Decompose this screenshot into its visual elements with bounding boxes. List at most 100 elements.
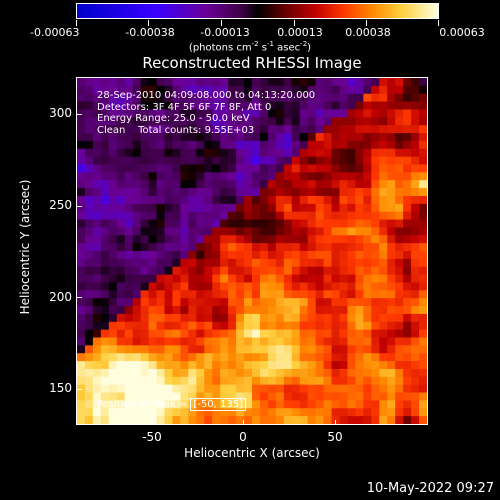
heatmap-cell (228, 227, 237, 236)
heatmap-cell (315, 337, 325, 346)
heatmap-cell (347, 235, 356, 244)
heatmap-cell (275, 203, 285, 213)
heatmap-cell (228, 164, 237, 173)
heatmap-cell (124, 258, 134, 268)
heatmap-cell (267, 243, 277, 252)
heatmap-cell (307, 408, 317, 417)
heatmap-cell (395, 195, 404, 205)
heatmap-cell (220, 392, 229, 402)
heatmap-cell (100, 180, 110, 189)
heatmap-cell (363, 266, 372, 276)
heatmap-cell (347, 195, 356, 205)
heatmap-cell (363, 282, 372, 291)
heatmap-cell (84, 408, 94, 417)
y-tick-label: 250 (49, 198, 72, 212)
heatmap-cell (77, 345, 86, 354)
heatmap-cell (307, 235, 317, 244)
heatmap-cell (100, 290, 110, 299)
heatmap-cell (220, 416, 229, 424)
heatmap-cell (148, 109, 158, 118)
heatmap-cell (371, 109, 380, 118)
heatmap-cell (164, 148, 174, 158)
heatmap-cell (283, 251, 293, 260)
heatmap-cell (204, 313, 213, 323)
heatmap-cell (77, 188, 86, 197)
heatmap-cell (212, 329, 221, 339)
heatmap-cell (148, 227, 158, 236)
colorbar-units: (photons cm-2 s-1 asec-2) (188, 40, 312, 54)
heatmap-cell (259, 195, 269, 205)
heatmap-cell (140, 148, 150, 158)
heatmap-cell (411, 219, 420, 229)
heatmap-cell (84, 329, 94, 339)
heatmap-cell (331, 101, 341, 111)
heatmap-cell (116, 125, 126, 134)
heatmap-cell (363, 384, 372, 394)
heatmap-cell (411, 117, 420, 126)
heatmap-cell (204, 140, 213, 150)
heatmap-cell (339, 306, 349, 315)
heatmap-cell (92, 313, 102, 323)
heatmap-cell (228, 416, 237, 424)
heatmap-cell (363, 400, 372, 409)
heatmap-cell (204, 188, 213, 197)
heatmap-cell (92, 329, 102, 339)
heatmap-cell (204, 329, 213, 339)
heatmap-cell (387, 368, 396, 378)
heatmap-cell (355, 235, 364, 244)
heatmap-cell (347, 125, 356, 134)
heatmap-cell (100, 243, 110, 252)
heatmap-cell (299, 93, 309, 103)
heatmap-cell (403, 361, 412, 370)
heatmap-cell (100, 101, 110, 111)
heatmap-cell (283, 101, 293, 111)
heatmap-cell (100, 156, 110, 166)
heatmap-cell (339, 345, 349, 354)
heatmap-cell (108, 93, 118, 103)
heatmap-cell (411, 156, 420, 166)
heatmap-cell (395, 392, 404, 402)
heatmap-cell (124, 306, 134, 315)
heatmap-cell (347, 172, 356, 181)
heatmap-cell (196, 306, 205, 315)
heatmap-cell (156, 195, 166, 205)
heatmap-cell (315, 353, 325, 362)
heatmap-cell (363, 78, 372, 87)
y-tick-mark (77, 389, 82, 390)
heatmap-cell (244, 188, 253, 197)
heatmap-cell (172, 258, 181, 268)
heatmap-cell (363, 408, 372, 417)
heatmap-cell (212, 93, 221, 103)
heatmap-cell (267, 313, 277, 323)
heatmap-cell (355, 251, 364, 260)
heatmap-cell (403, 172, 412, 181)
heatmap-cell (148, 78, 158, 87)
heatmap-cell (148, 329, 158, 339)
heatmap-cell (236, 164, 245, 173)
heatmap-cell (124, 298, 134, 307)
heatmap-cell (220, 180, 229, 189)
heatmap-cell (323, 133, 333, 142)
heatmap-cell (355, 258, 364, 268)
heatmap-cell (100, 258, 110, 268)
heatmap-cell (84, 133, 94, 142)
y-tick-label: 150 (49, 381, 72, 395)
heatmap-cell (124, 329, 134, 339)
heatmap-cell (315, 148, 325, 158)
heatmap-cell (196, 313, 205, 323)
heatmap-cell (347, 133, 356, 142)
heatmap-cell (148, 408, 158, 417)
heatmap-cell (180, 376, 189, 386)
heatmap-cell (331, 93, 341, 103)
heatmap-cell (196, 156, 205, 166)
heatmap-cell (315, 211, 325, 221)
heatmap-cell (148, 133, 158, 142)
heatmap-cell (77, 282, 86, 291)
heatmap-cell (379, 133, 388, 142)
heatmap-cell (228, 400, 237, 409)
heatmap-cell (140, 408, 150, 417)
heatmap-cell (132, 109, 142, 118)
heatmap-cell (228, 321, 237, 331)
heatmap-cell (403, 274, 412, 284)
heatmap-cell (228, 188, 237, 197)
